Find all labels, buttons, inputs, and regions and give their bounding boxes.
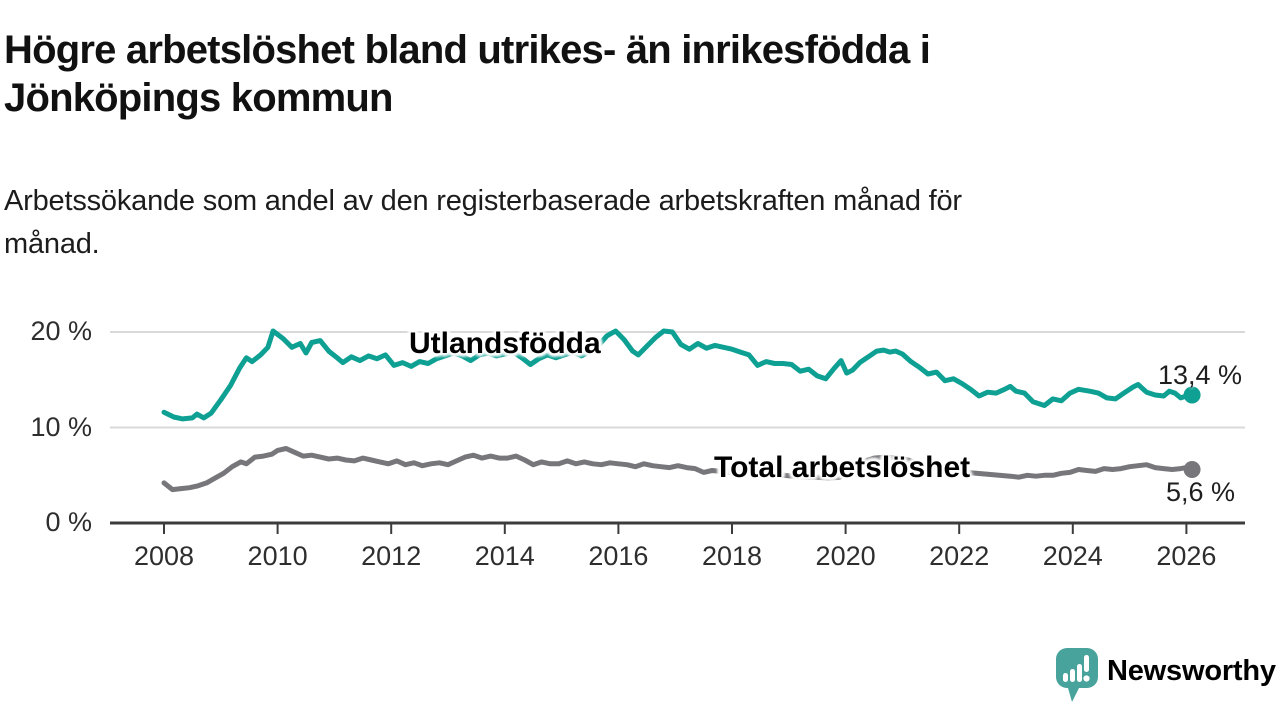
chart-title-line-1: Högre arbetslöshet bland utrikes- än inr… <box>4 28 931 72</box>
x-tick-label: 2020 <box>815 541 876 571</box>
x-tick-label: 2008 <box>133 541 195 571</box>
chart-subtitle-line-1: Arbetssökande som andel av den registerb… <box>4 185 962 217</box>
end-value-utlandsfodda: 13,4 % <box>1158 360 1243 390</box>
x-tick-label: 2012 <box>361 541 422 571</box>
y-tick-label: 0 % <box>45 507 92 537</box>
newsworthy-logo-text: Newsworthy <box>1107 655 1276 687</box>
series-label-total-arbetsloshet: Total arbetslöshet <box>714 451 971 484</box>
series-label-utlandsfodda: Utlandsfödda <box>409 327 601 360</box>
x-tick-label: 2024 <box>1042 541 1103 571</box>
chart-subtitle: Arbetssökande som andel av den registerb… <box>4 180 962 266</box>
x-tick-label: 2022 <box>929 541 990 571</box>
series-line-1 <box>161 446 1195 493</box>
newsworthy-logo[interactable]: Newsworthy <box>1056 648 1276 706</box>
chart-title: Högre arbetslöshet bland utrikes- än inr… <box>4 26 931 122</box>
x-tick-label: 2018 <box>701 541 763 571</box>
x-tick-label: 2026 <box>1156 541 1217 571</box>
x-tick-label: 2014 <box>474 541 535 571</box>
y-tick-label: 10 % <box>30 411 92 442</box>
chart-title-line-2: Jönköpings kommun <box>4 76 393 120</box>
series-line-0 <box>161 328 1195 422</box>
newsworthy-speech-bubble-chart-icon <box>1056 648 1098 702</box>
end-value-total-arbetsloshet: 5,6 % <box>1166 477 1236 507</box>
series-end-dot-1 <box>1183 461 1201 479</box>
y-tick-label: 20 % <box>30 316 92 346</box>
x-tick-label: 2016 <box>588 541 649 571</box>
chart-subtitle-line-2: månad. <box>4 228 100 260</box>
x-tick-label: 2010 <box>247 541 308 571</box>
series-end-dot-0 <box>1183 386 1201 404</box>
